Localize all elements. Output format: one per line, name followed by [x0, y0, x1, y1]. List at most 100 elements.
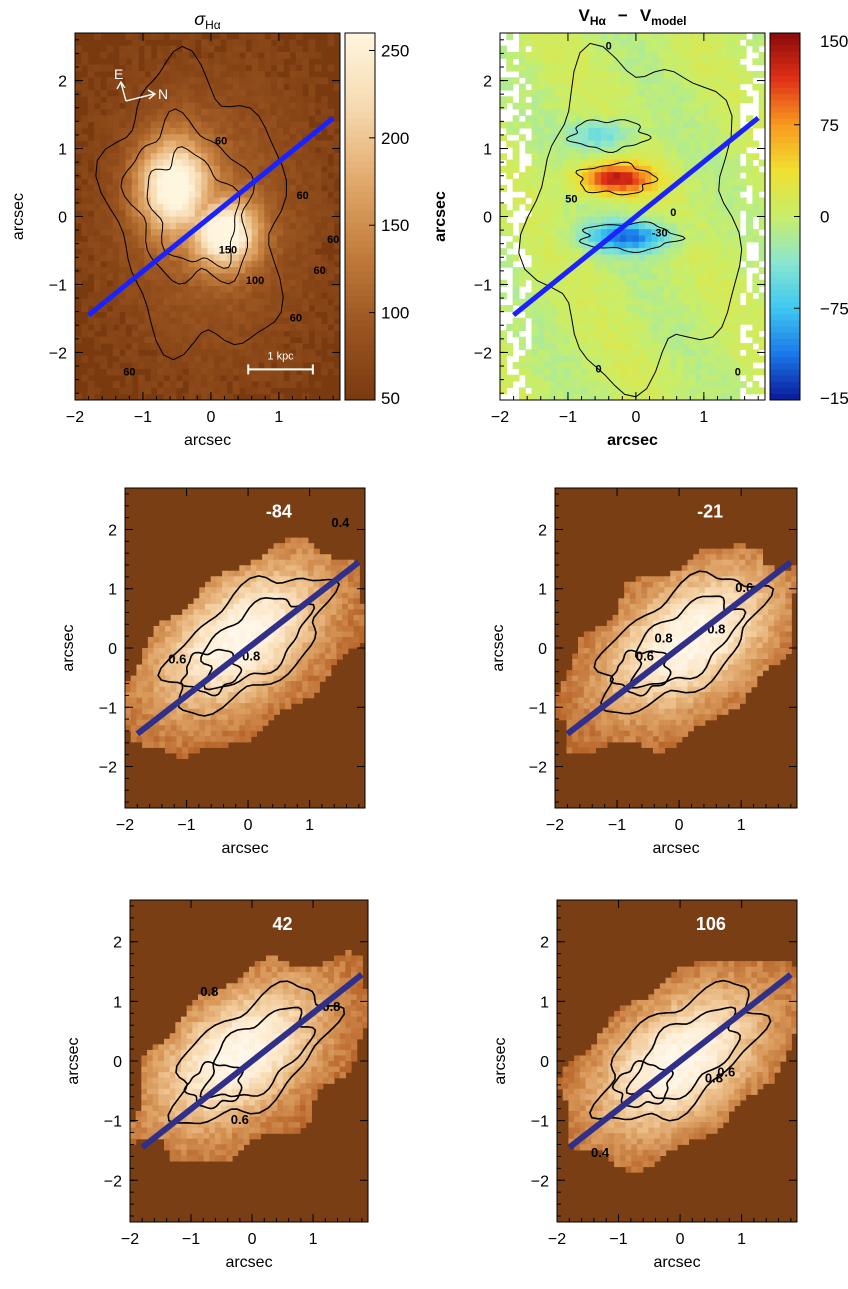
y-axis-label: arcsec	[490, 624, 507, 671]
y-tick-label: 2	[540, 935, 549, 952]
slit-line	[135, 559, 361, 737]
y-tick-label: −1	[529, 700, 547, 717]
colorbar-tick-label: 100	[381, 304, 409, 323]
y-tick-label: 0	[113, 1054, 122, 1071]
contours	[95, 45, 288, 361]
axes	[74, 33, 340, 400]
x-axis-label: arcsec	[184, 432, 231, 449]
y-tick-label: 0	[108, 641, 117, 658]
contour-label: 50	[565, 193, 577, 205]
x-axis-label: arcsec	[221, 840, 268, 857]
y-tick-label: −1	[104, 1114, 122, 1131]
y-tick-label: 0	[58, 210, 67, 227]
y-tick-label: 2	[538, 522, 547, 539]
x-tick-label: 1	[737, 817, 746, 834]
contour-label: 0.6	[231, 1112, 249, 1127]
x-tick-label: −1	[134, 409, 152, 426]
colorbar: 150 75 0 −75 −150	[769, 32, 848, 408]
y-tick-label: 2	[483, 74, 492, 91]
x-tick-label: 1	[699, 409, 708, 426]
contour-line	[593, 570, 775, 715]
panel-chan4: 0.80.6 0.4 106 −2 −1 0 1 −2 −1 0 1 2 arcsec arcsec	[492, 899, 798, 1271]
x-tick-label: −2	[491, 409, 509, 426]
y-tick-label: −2	[529, 760, 547, 777]
x-tick-label: −2	[546, 817, 564, 834]
contour-line	[609, 649, 672, 697]
y-axis-label: arcsec	[60, 624, 77, 671]
y-tick-label: 1	[113, 994, 122, 1011]
slit-line	[140, 972, 364, 1150]
east-label: E	[114, 66, 123, 82]
y-tick-label: 2	[113, 935, 122, 952]
colorbar: 50 100 150 200 250	[344, 32, 409, 408]
contour-label: 60	[327, 234, 339, 246]
x-tick-label: −1	[609, 1231, 627, 1248]
axes	[556, 900, 797, 1222]
contour-line	[611, 1059, 675, 1109]
x-tick-label: −2	[116, 817, 134, 834]
contour-label: 0.8	[655, 631, 673, 646]
colorbar-tick-label: 250	[381, 41, 409, 60]
y-tick-label: −2	[49, 345, 67, 362]
y-tick-label: −2	[99, 760, 117, 777]
axes	[124, 488, 365, 808]
map-image: 0.6 0.80.4	[125, 488, 365, 808]
y-axis-label: arcsec	[65, 1037, 82, 1084]
panel-chan2: 0.60.80.80.6-21 −2 −1 0 1 −2 −1 0 1 2 arcsec arcsec	[490, 487, 798, 857]
x-tick-label: −2	[548, 1231, 566, 1248]
north-label: N	[158, 86, 168, 102]
contour-line	[167, 980, 346, 1125]
contour-line	[95, 45, 288, 361]
x-axis-label: arcsec	[653, 1254, 700, 1271]
contour-label: 100	[246, 275, 264, 287]
x-tick-label: −1	[182, 1231, 200, 1248]
x-tick-label: 0	[676, 1231, 685, 1248]
y-axis-label: arcsec	[10, 193, 27, 240]
colorbar-tick-label: 50	[381, 389, 400, 408]
x-tick-label: −1	[177, 817, 195, 834]
contour-label: 0	[670, 207, 676, 219]
channel-velocity-label: 42	[273, 914, 293, 934]
panel-title: VHα − Vmodel	[578, 6, 686, 28]
channel-velocity-label: -84	[266, 502, 292, 522]
colorbar-frame	[344, 32, 376, 401]
colorbar-tick-label: −75	[820, 299, 848, 318]
x-axis-label: arcsec	[607, 432, 658, 449]
contour-label: 60	[123, 367, 135, 379]
contour-label: 0.6	[636, 648, 654, 663]
map-image: 60 60 60 60 60 150 100 60	[75, 33, 340, 400]
slit-line	[512, 116, 760, 317]
contour-label: 0.4	[591, 1145, 610, 1160]
y-tick-label: 1	[540, 994, 549, 1011]
contour-line	[575, 161, 659, 196]
x-tick-label: 0	[206, 409, 215, 426]
y-tick-label: −2	[104, 1173, 122, 1190]
contour-line	[146, 146, 241, 269]
y-axis-label: arcsec	[492, 1037, 509, 1084]
y-tick-label: −1	[99, 700, 117, 717]
contour-line	[578, 221, 686, 254]
contour-label: 0.6	[717, 1064, 735, 1079]
y-tick-label: −1	[474, 277, 492, 294]
panel-chan1: 0.6 0.80.4-84 −2 −1 0 1 −2 −1 0 1 2 arcsec arcsec	[60, 487, 366, 857]
colorbar-tick-label: 200	[381, 129, 409, 148]
axes	[499, 33, 765, 400]
colorbar-tick-label: 150	[381, 216, 409, 235]
axes	[129, 900, 368, 1222]
slit-line	[87, 116, 335, 317]
contour-label: -30	[652, 227, 668, 239]
contour-label: 60	[290, 312, 302, 324]
y-tick-label: 0	[538, 641, 547, 658]
contour-line	[120, 108, 256, 285]
contour-label: 60	[215, 136, 227, 148]
y-tick-label: −1	[49, 277, 67, 294]
slit-line	[565, 559, 793, 737]
x-tick-label: 0	[631, 409, 640, 426]
contour-line	[183, 1060, 244, 1110]
map-image: 0.60.80.80.6	[555, 488, 797, 808]
contour-line	[180, 648, 243, 697]
axes	[554, 488, 797, 808]
